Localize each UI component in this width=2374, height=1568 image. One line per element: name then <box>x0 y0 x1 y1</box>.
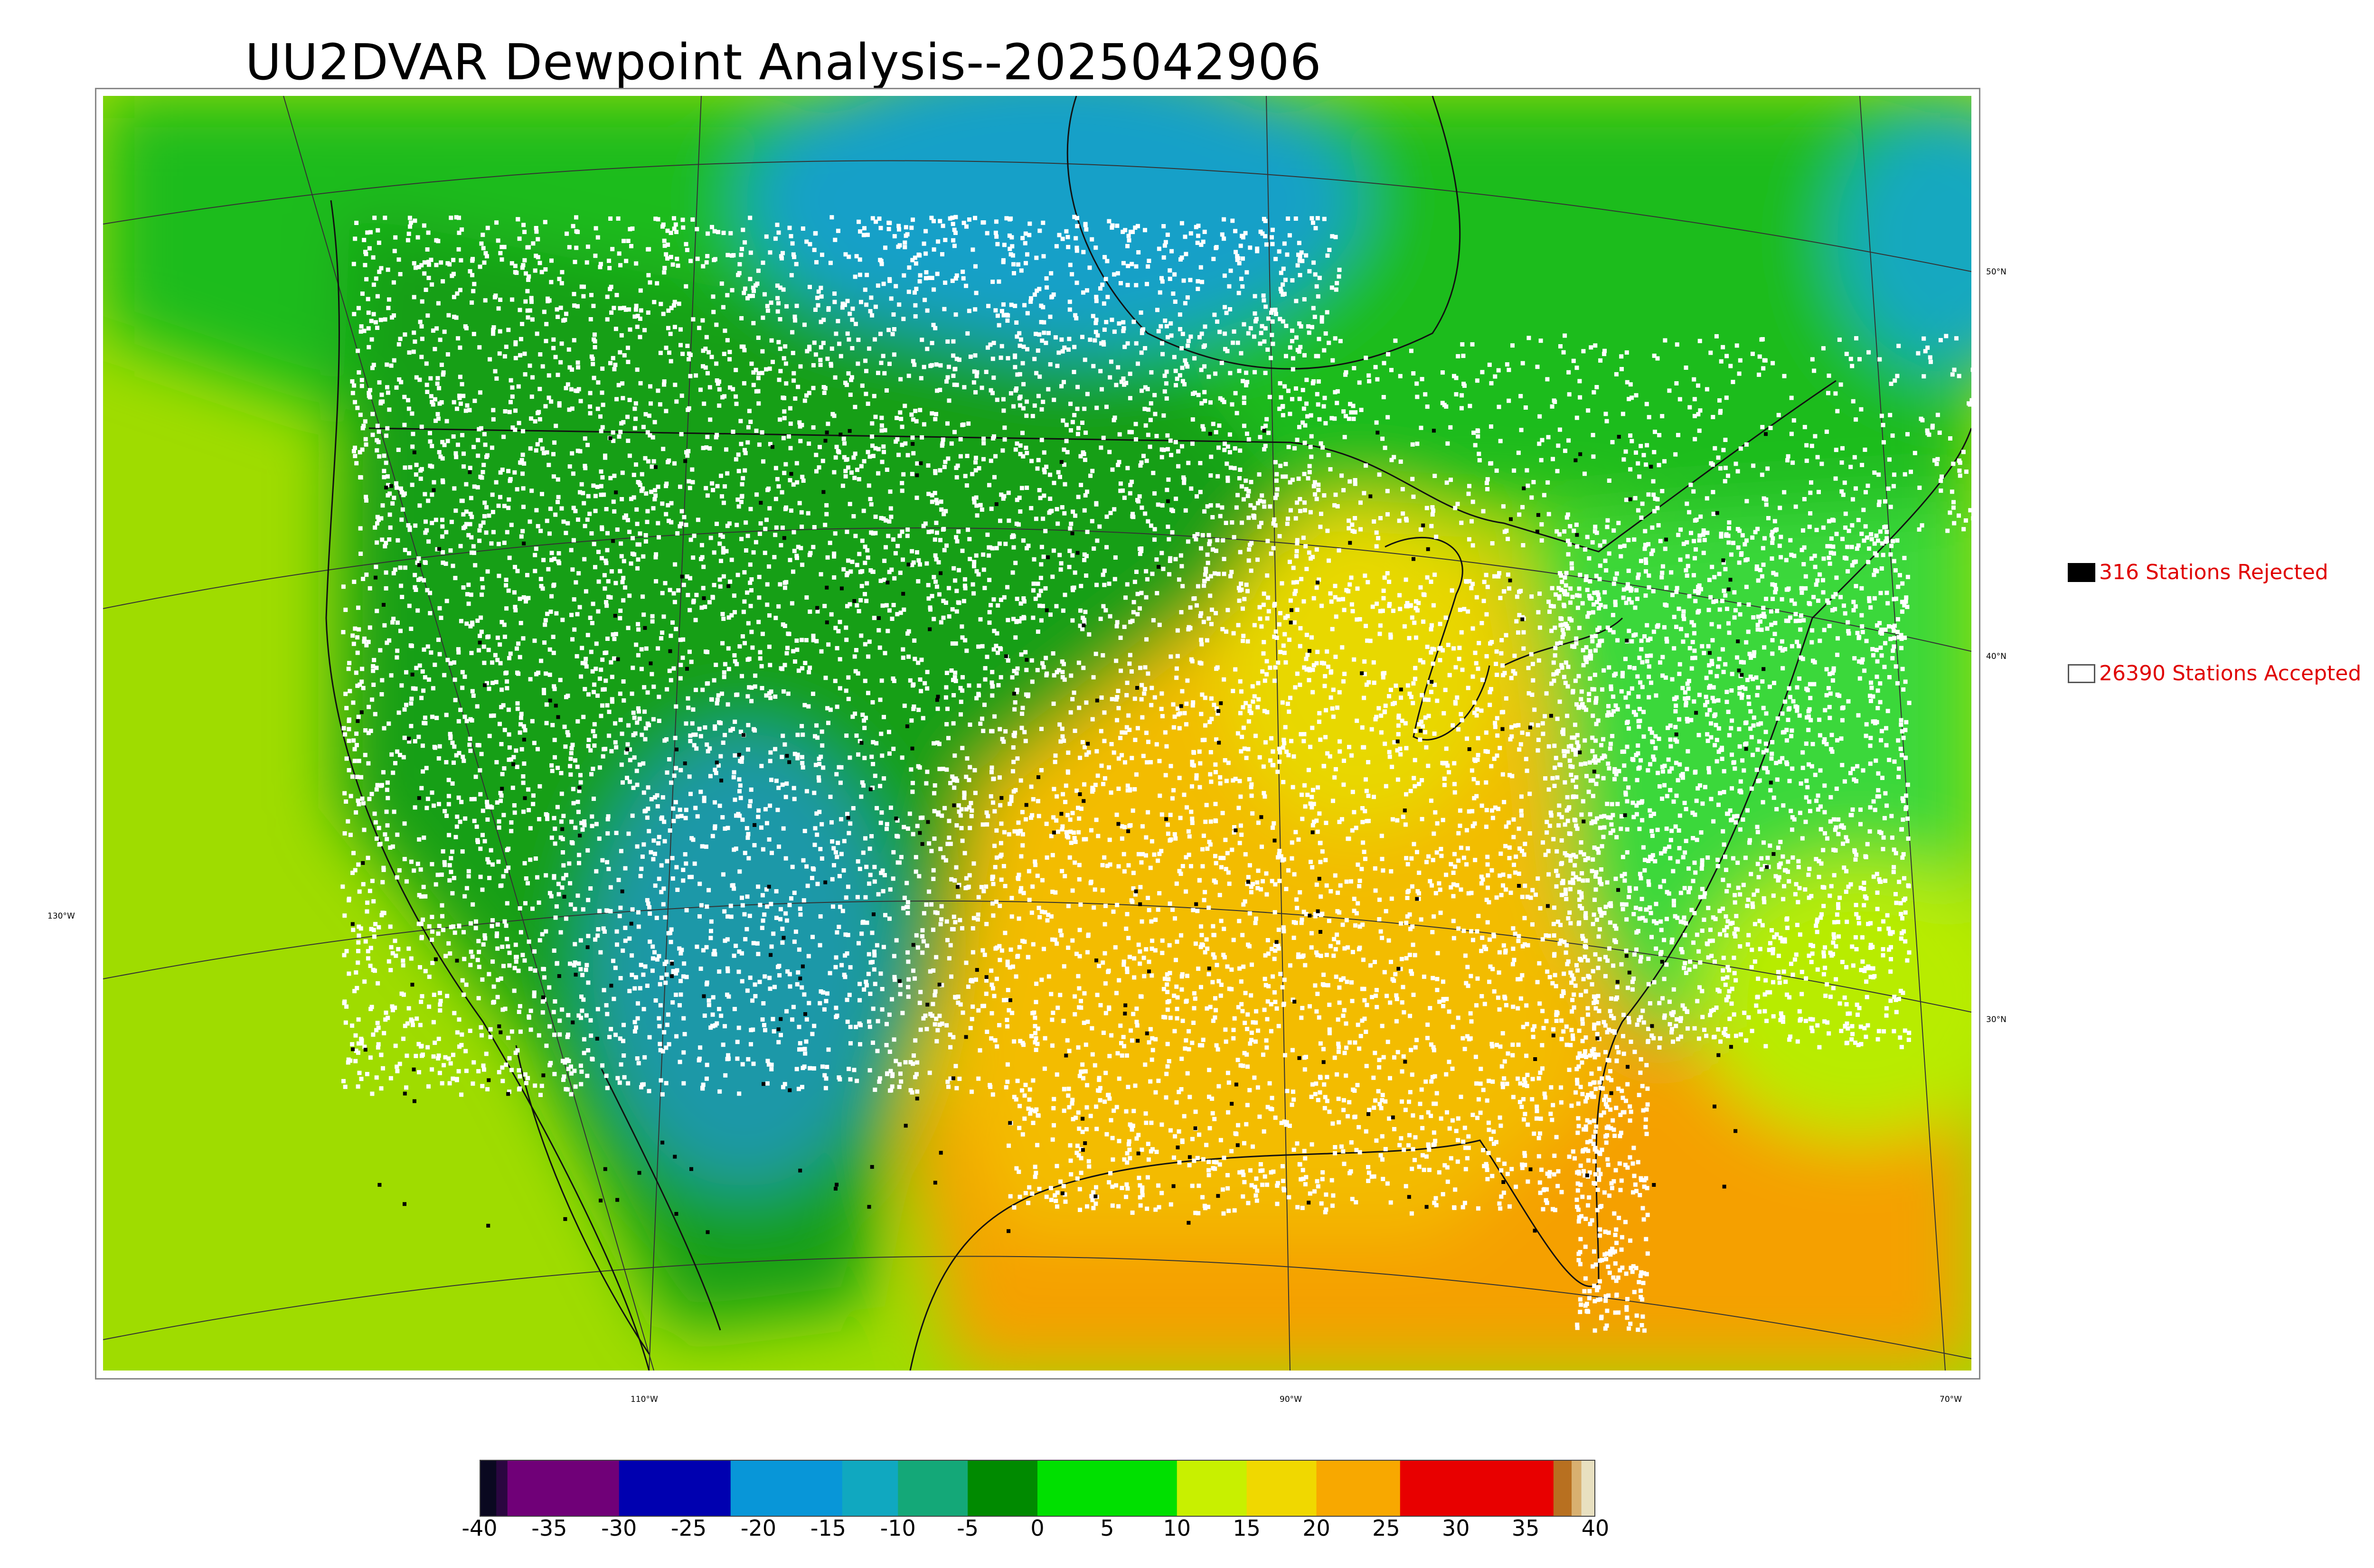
colorbar-segment-4 <box>730 1460 843 1517</box>
colorbar-segment-2 <box>507 1460 620 1517</box>
southwest-dry-field <box>592 732 896 1188</box>
accepted-swatch <box>2068 664 2095 683</box>
colorbar-segment-15 <box>1581 1460 1595 1517</box>
legend-rejected: 316 Stations Rejected <box>2068 560 2328 584</box>
pacific-coastline <box>325 200 650 1371</box>
lat-label-40n: 40°N <box>1986 652 2007 661</box>
colorbar-tick-label: -25 <box>671 1515 707 1541</box>
baja-peninsula <box>515 1045 721 1354</box>
map-panel: 50°N 40°N 30°N <box>95 88 2007 1380</box>
colorbar-tick-label: 35 <box>1511 1515 1540 1541</box>
accepted-label: 26390 Stations Accepted <box>2099 661 2362 685</box>
graticule <box>103 96 1971 1371</box>
colorbar-segment-8 <box>1037 1460 1178 1517</box>
lon-label-130w: 130°W <box>47 911 75 921</box>
colorbar-segment-11 <box>1316 1460 1401 1517</box>
legend-accepted: 26390 Stations Accepted <box>2068 661 2361 685</box>
colorbar-segment-3 <box>619 1460 731 1517</box>
colorbar-tick-label: 25 <box>1372 1515 1400 1541</box>
colorbar-tick-label: 40 <box>1581 1515 1610 1541</box>
colorbar-tick-label: -10 <box>880 1515 916 1541</box>
hudson-bay <box>1066 96 1461 370</box>
great-lakes <box>1385 536 1623 741</box>
rejected-label: 316 Stations Rejected <box>2099 560 2328 584</box>
colorbar-tick-label: 20 <box>1302 1515 1330 1541</box>
rejected-swatch <box>2068 563 2095 582</box>
land-outlines <box>325 96 1971 1371</box>
colorbar <box>480 1460 1595 1517</box>
colorbar-tick-label: -20 <box>740 1515 777 1541</box>
lat-label-30n: 30°N <box>1986 1015 2007 1024</box>
lat-label-50n: 50°N <box>1986 267 2007 277</box>
colorbar-segment-1 <box>496 1460 508 1517</box>
colorbar-tick-label: -30 <box>601 1515 637 1541</box>
colorbar-segment-5 <box>842 1460 898 1517</box>
colorbar-segment-10 <box>1246 1460 1317 1517</box>
lon-label-70w: 70°W <box>1940 1395 1962 1404</box>
colorbar-tick-label: 30 <box>1441 1515 1470 1541</box>
colorbar-segment-14 <box>1572 1460 1582 1517</box>
atlantic-dry-field <box>1836 105 1971 371</box>
dewpoint-map <box>103 96 1971 1371</box>
colorbar-tick-label: 15 <box>1233 1515 1261 1541</box>
colorbar-tick-label: 5 <box>1100 1515 1114 1541</box>
colorbar-segment-12 <box>1400 1460 1554 1517</box>
colorbar-segment-6 <box>898 1460 968 1517</box>
colorbar-tick-label: -40 <box>462 1515 498 1541</box>
colorbar-segment-0 <box>480 1460 497 1517</box>
colorbar-tick-label: 0 <box>1030 1515 1045 1541</box>
colorbar-segment-9 <box>1177 1460 1247 1517</box>
rejected-stations <box>350 429 1776 1234</box>
colorbar-segment-7 <box>968 1460 1038 1517</box>
hudson-dry-field <box>744 96 1361 352</box>
colorbar-tick-label: -15 <box>810 1515 846 1541</box>
colorbar-tick-label: 10 <box>1163 1515 1191 1541</box>
accepted-stations <box>340 215 1971 1333</box>
colorbar-tick-label: -5 <box>957 1515 979 1541</box>
lon-label-90w: 90°W <box>1280 1395 1302 1404</box>
page-title: UU2DVAR Dewpoint Analysis--2025042906 <box>245 33 1322 91</box>
us-canada-border <box>368 380 1837 553</box>
midwest-moist-field <box>1219 499 1504 832</box>
colorbar-segment-13 <box>1553 1460 1572 1517</box>
colorbar-frame <box>480 1460 1595 1517</box>
lon-label-110w: 110°W <box>631 1395 658 1404</box>
colorbar-tick-label: -35 <box>531 1515 567 1541</box>
